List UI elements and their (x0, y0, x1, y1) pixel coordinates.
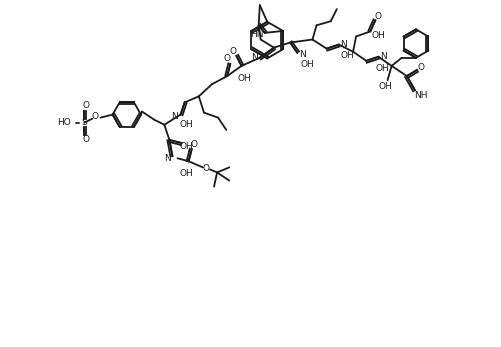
Text: OH: OH (340, 51, 354, 60)
Text: O: O (375, 12, 382, 21)
Text: N: N (252, 53, 258, 62)
Text: N: N (380, 52, 387, 61)
Text: NH: NH (414, 91, 428, 100)
Text: O: O (190, 139, 197, 149)
Text: OH: OH (379, 82, 392, 91)
Text: O: O (92, 112, 99, 121)
Text: O: O (83, 135, 90, 144)
Text: N: N (299, 50, 306, 59)
Text: O: O (230, 47, 237, 56)
Text: OH: OH (372, 31, 385, 40)
Text: OH: OH (376, 65, 389, 74)
Text: OH: OH (237, 74, 252, 83)
Text: OH: OH (301, 60, 314, 69)
Text: O: O (83, 101, 90, 110)
Text: HN: HN (250, 31, 264, 39)
Text: HO: HO (57, 118, 71, 127)
Text: N: N (171, 112, 178, 121)
Text: OH: OH (180, 169, 193, 178)
Text: N: N (164, 154, 171, 163)
Text: N: N (341, 40, 347, 49)
Text: O: O (224, 54, 231, 63)
Text: O: O (202, 164, 209, 173)
Text: O: O (417, 64, 424, 73)
Text: S: S (81, 118, 87, 127)
Text: OH: OH (180, 120, 193, 129)
Text: OH: OH (180, 142, 193, 151)
